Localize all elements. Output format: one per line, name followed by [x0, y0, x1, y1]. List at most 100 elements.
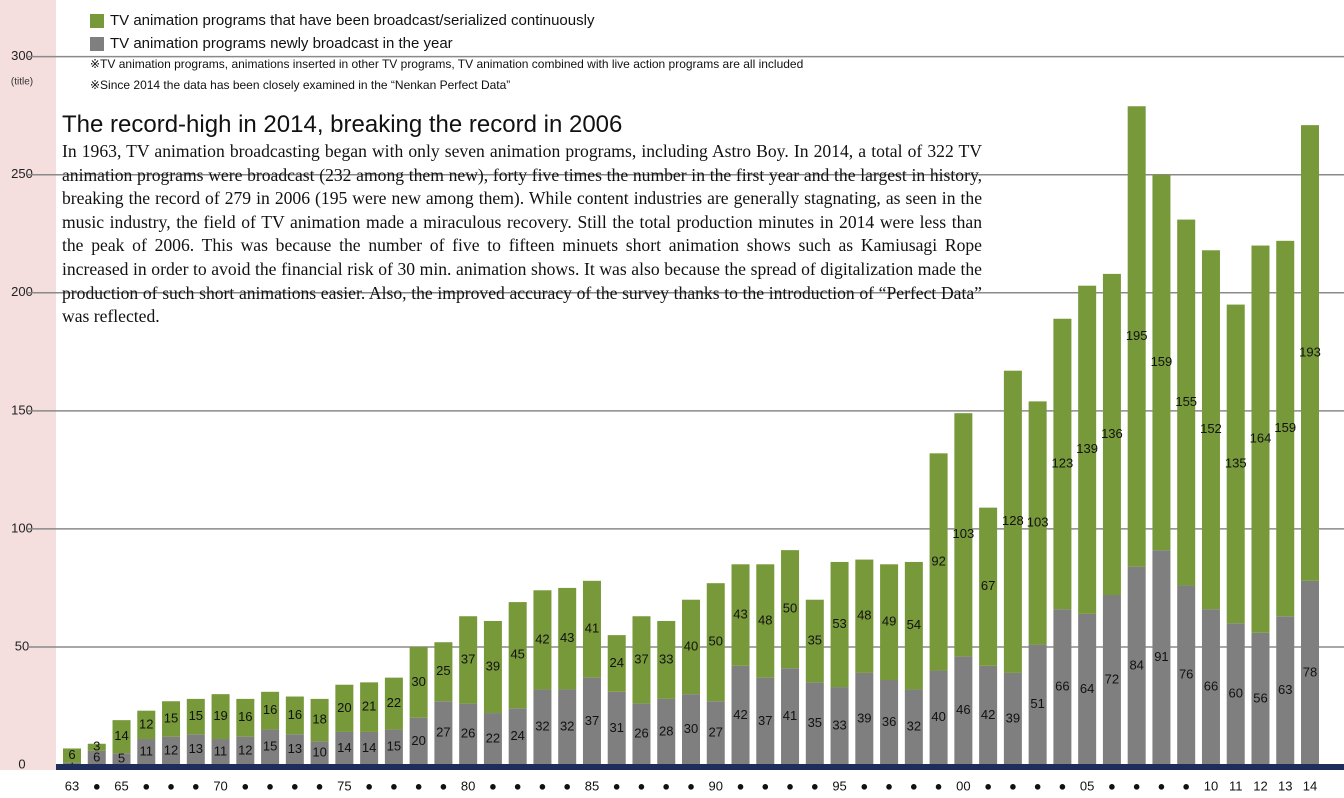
data-label: 5 — [118, 751, 125, 766]
x-tick-label: ● — [192, 778, 200, 793]
data-label: 54 — [907, 617, 921, 632]
x-tick-label: 12 — [1253, 778, 1267, 793]
bar-segment — [137, 739, 156, 765]
x-tick-label: ● — [563, 778, 571, 793]
bar-segment — [335, 684, 354, 732]
data-label: 33 — [832, 717, 846, 732]
data-label: 22 — [486, 730, 500, 745]
bar-segment — [682, 599, 700, 695]
bar-segment — [112, 753, 131, 765]
data-label: 39 — [486, 658, 500, 673]
bar-segment — [582, 677, 601, 765]
data-label: 33 — [659, 651, 673, 666]
x-tick-label: 13 — [1278, 778, 1292, 793]
bar-segment — [830, 687, 849, 765]
data-label: 42 — [981, 707, 995, 722]
bar-segment — [409, 646, 428, 718]
x-tick-label: ● — [1034, 778, 1042, 793]
data-label: 14 — [337, 740, 351, 755]
data-label: 15 — [164, 710, 178, 725]
bar-segment — [1301, 125, 1319, 581]
data-label: 12 — [238, 742, 252, 757]
y-tick-label: 300 — [11, 48, 33, 63]
data-label: 12 — [164, 742, 178, 757]
data-label: 37 — [634, 651, 648, 666]
x-tick-label: ● — [415, 778, 423, 793]
y-tick-label: 150 — [11, 402, 33, 417]
data-label: 159 — [1274, 420, 1296, 435]
x-tick-label: ● — [489, 778, 497, 793]
bar-segment — [508, 708, 527, 765]
x-tick-label: ● — [613, 778, 621, 793]
bar-segment — [1028, 644, 1047, 765]
data-label: 48 — [857, 608, 871, 623]
bar-segment — [805, 682, 824, 765]
data-label: 60 — [1228, 686, 1242, 701]
data-label: 37 — [461, 651, 475, 666]
x-tick-label: ● — [1182, 778, 1190, 793]
bar-segment — [805, 599, 824, 683]
bar-segment — [954, 413, 973, 657]
bar-segment — [1226, 304, 1245, 624]
bar-segment — [459, 616, 478, 704]
x-tick-label: ● — [1133, 778, 1141, 793]
data-label: 15 — [263, 739, 277, 754]
data-label: 32 — [907, 719, 921, 734]
x-tick-label: ● — [266, 778, 274, 793]
bar-segment — [335, 731, 354, 765]
bar-segment — [409, 717, 428, 765]
bar-segment — [310, 698, 329, 742]
data-label: 22 — [387, 695, 401, 710]
y-tick-label: 0 — [18, 756, 25, 771]
bar-segment — [87, 750, 106, 765]
x-tick-label: ● — [662, 778, 670, 793]
x-tick-label: 85 — [585, 778, 599, 793]
data-label: 32 — [560, 719, 574, 734]
bar-segment — [1053, 318, 1072, 610]
bar-segment — [880, 680, 899, 765]
bar-segment — [63, 762, 81, 765]
bar-segment — [1251, 245, 1270, 633]
data-label: 139 — [1076, 441, 1098, 456]
data-label: 193 — [1299, 344, 1321, 359]
bar-segment — [1053, 609, 1072, 765]
data-label: 14 — [114, 728, 128, 743]
data-label: 15 — [387, 739, 401, 754]
bar-segment — [1201, 250, 1220, 610]
data-label: 123 — [1052, 455, 1074, 470]
data-label: 50 — [783, 601, 797, 616]
x-tick-label: ● — [1108, 778, 1116, 793]
data-label: 35 — [808, 715, 822, 730]
bar-segment — [87, 743, 106, 751]
bar-segment — [310, 741, 329, 765]
bar-segment — [855, 672, 874, 765]
bar-segment — [558, 587, 577, 690]
x-tick-label: ● — [1009, 778, 1017, 793]
data-label: 164 — [1250, 431, 1272, 446]
x-tick-label: 90 — [709, 778, 723, 793]
data-label: 135 — [1225, 455, 1247, 470]
bar-segment — [162, 701, 181, 737]
x-tick-label: ● — [439, 778, 447, 793]
data-label: 32 — [535, 719, 549, 734]
bar-segment — [657, 698, 676, 765]
data-label: 103 — [1027, 514, 1049, 529]
bar-segment — [979, 665, 998, 765]
data-label: 20 — [337, 700, 351, 715]
data-label: 26 — [461, 726, 475, 741]
data-label: 53 — [832, 616, 846, 631]
data-label: 41 — [585, 621, 599, 636]
x-tick-label: ● — [365, 778, 373, 793]
bar-segment — [855, 559, 874, 673]
bar-segment — [706, 701, 725, 765]
data-label: 37 — [758, 713, 772, 728]
data-label: 40 — [684, 638, 698, 653]
bar-segment — [1003, 370, 1022, 673]
data-label: 50 — [709, 634, 723, 649]
bar-segment — [236, 736, 255, 765]
bar-segment — [1177, 585, 1196, 765]
bar-segment — [459, 703, 478, 765]
bar-segment — [236, 698, 255, 737]
